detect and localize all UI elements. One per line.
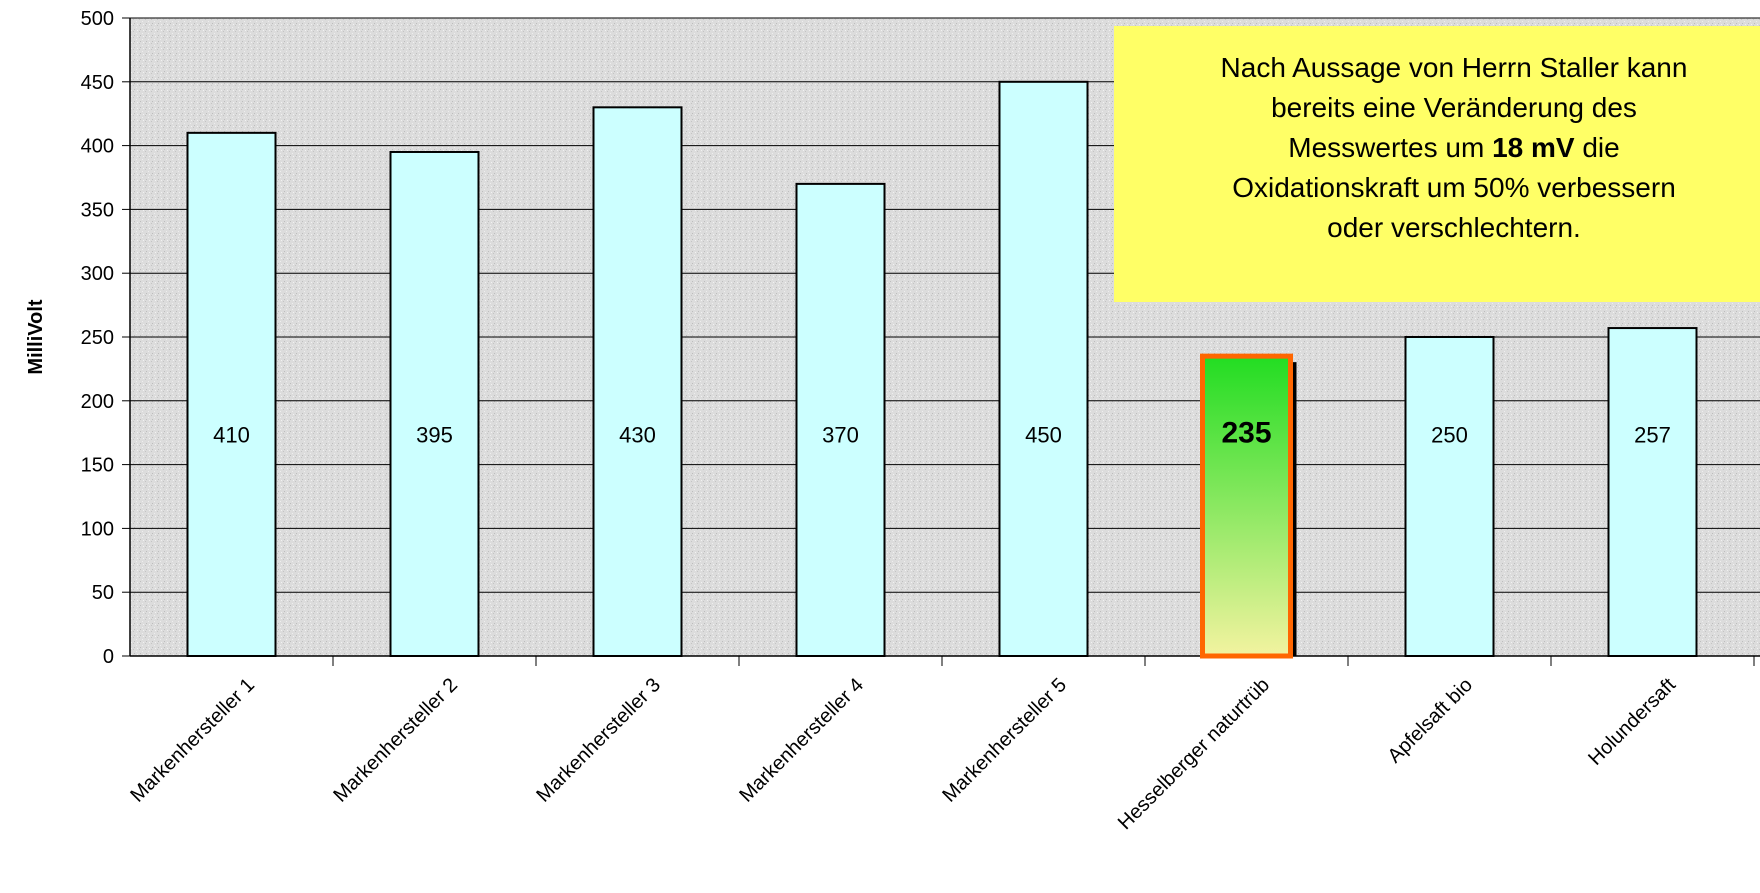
bar-value-label: 450 — [1025, 423, 1062, 448]
y-tick-label: 50 — [92, 582, 114, 604]
bar — [592, 106, 683, 657]
note-line-1: Nach Aussage von Herrn Staller kann — [1220, 52, 1688, 83]
note-line-3: Messwertes um 18 mV die — [1114, 128, 1760, 168]
note-line-3-post: die — [1574, 132, 1620, 163]
note-line-3-pre: Messwertes um — [1288, 132, 1493, 163]
bar-value-label: 410 — [213, 423, 250, 448]
x-category-label: Apfelsaft bio — [1384, 674, 1477, 767]
annotation-note: Nach Aussage von Herrn Staller kann bere… — [1114, 26, 1760, 302]
y-tick-label: 250 — [81, 327, 114, 349]
x-category-label: Holundersaft — [1584, 674, 1680, 770]
bar — [998, 80, 1089, 658]
x-category-label: Markenhersteller 5 — [938, 674, 1071, 807]
y-axis-label: MilliVolt — [25, 299, 47, 375]
y-tick-label: 350 — [81, 199, 114, 221]
bar — [1607, 327, 1698, 657]
x-category-label: Hesselberger naturtrüb — [1114, 674, 1274, 834]
bar-value-label: 370 — [822, 423, 859, 448]
x-category-label: Markenhersteller 3 — [532, 674, 665, 807]
note-line-5: oder verschlechtern. — [1327, 212, 1581, 243]
bar-value-label: 430 — [619, 423, 656, 448]
note-line-4: Oxidationskraft um 50% verbessern — [1232, 172, 1676, 203]
y-tick-label: 300 — [81, 263, 114, 285]
x-category-label: Markenhersteller 4 — [735, 674, 868, 807]
y-tick-label: 400 — [81, 136, 114, 158]
bar-value-label: 235 — [1221, 417, 1271, 450]
y-tick-label: 450 — [81, 72, 114, 94]
bar-value-label: 395 — [416, 423, 453, 448]
bar-highlight — [1200, 353, 1293, 659]
bar — [1404, 336, 1495, 657]
note-line-2: bereits eine Veränderung des — [1271, 92, 1637, 123]
bar — [389, 150, 480, 657]
x-category-label: Markenhersteller 2 — [329, 674, 462, 807]
x-category-label: Markenhersteller 1 — [126, 674, 259, 807]
bar-value-label: 250 — [1431, 423, 1468, 448]
y-tick-label: 500 — [81, 8, 114, 30]
y-tick-label: 150 — [81, 455, 114, 477]
note-highlight-value: 18 mV — [1492, 132, 1575, 163]
bar — [186, 131, 277, 657]
y-tick-label: 0 — [103, 646, 114, 668]
y-tick-label: 200 — [81, 391, 114, 413]
bar — [795, 182, 886, 657]
y-tick-label: 100 — [81, 518, 114, 540]
bar-value-label: 257 — [1634, 423, 1671, 448]
